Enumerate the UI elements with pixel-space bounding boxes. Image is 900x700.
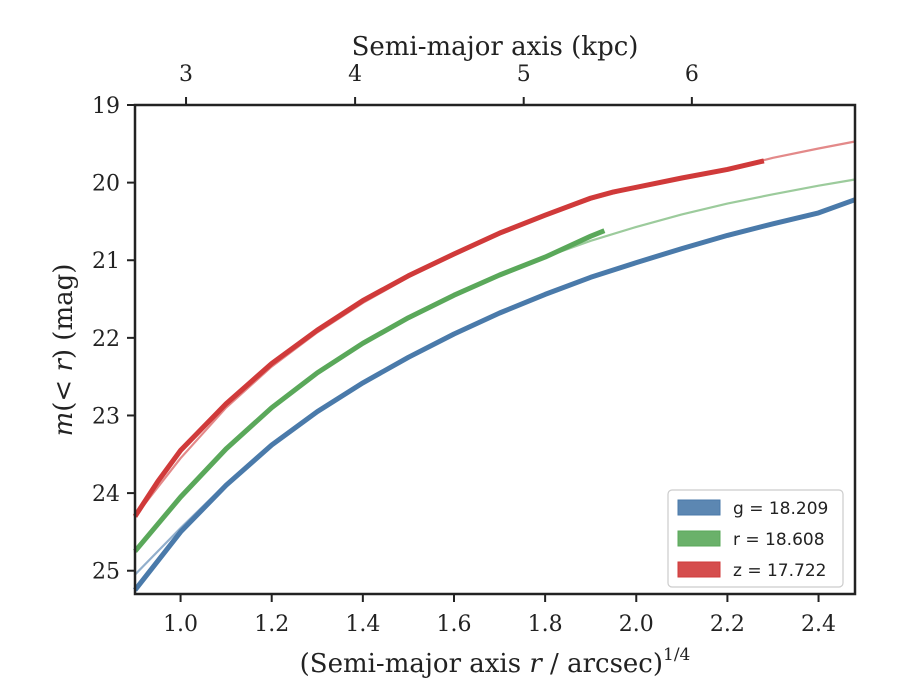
legend: g = 18.209 r = 18.608 z = 17.722: [667, 489, 844, 588]
y-axis-title: m(< r) (mag): [49, 264, 79, 437]
x-tick-label: 1.0: [163, 612, 198, 637]
x-axis-title-superscript: 1/4: [663, 645, 690, 665]
top-x-tick-label: 5: [517, 62, 531, 87]
x-tick-label: 1.8: [528, 612, 563, 637]
y-tick-label: 22: [92, 327, 120, 352]
legend-swatch-r: [677, 530, 721, 547]
legend-label-r: r = 18.608: [733, 530, 825, 550]
y-tick-label: 21: [92, 249, 120, 274]
legend-swatch-g: [677, 499, 721, 516]
ticks-layer: 1.0 1.2 1.4 1.6 1.8 2.0 2.2 2.4 19 20 21 22 23 24 25 3 4…: [92, 62, 836, 637]
y-tick-label: 20: [92, 172, 120, 197]
y-tick-label: 23: [92, 404, 120, 429]
top-axis-title: Semi-major axis (kpc): [352, 32, 639, 62]
series-data-line-z: [132, 158, 765, 518]
y-tick-label: 24: [92, 482, 120, 507]
series-model-line-z: [133, 140, 857, 518]
x-tick-label: 2.2: [710, 612, 745, 637]
x-axis-title: (Semi-major axis r / arcsec)1/4: [300, 645, 691, 679]
top-x-tick-label: 3: [179, 62, 193, 87]
top-x-tick-label: 4: [348, 62, 362, 87]
x-tick-label: 2.0: [619, 612, 654, 637]
y-tick-label: 19: [92, 94, 120, 119]
legend-swatch-z: [677, 561, 721, 578]
series-layer: [132, 140, 857, 592]
y-tick-label: 25: [92, 560, 120, 585]
series-data-line-r: [133, 228, 606, 553]
x-tick-label: 1.4: [345, 612, 380, 637]
legend-label-g: g = 18.209: [733, 499, 828, 519]
x-tick-label: 2.4: [801, 612, 836, 637]
series-data-line-g: [133, 197, 856, 592]
x-tick-label: 1.2: [254, 612, 289, 637]
plot-frame: [133, 103, 857, 596]
top-x-tick-label: 6: [685, 62, 699, 87]
legend-label-z: z = 17.722: [733, 561, 826, 581]
x-tick-label: 1.6: [436, 612, 471, 637]
